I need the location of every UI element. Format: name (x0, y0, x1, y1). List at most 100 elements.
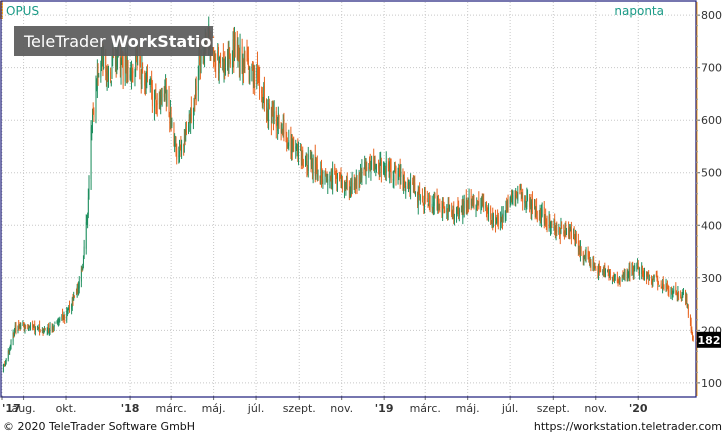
candle-body (53, 324, 55, 328)
candle-body (602, 270, 604, 272)
candle-body (574, 234, 576, 242)
candle-body (238, 48, 240, 50)
candle-body (309, 156, 311, 157)
candle-body (481, 194, 483, 204)
candle-body (571, 228, 572, 238)
candle-body (618, 279, 620, 282)
candle-body (165, 87, 167, 101)
candle-body (612, 277, 614, 279)
source-link[interactable]: https://workstation.teletrader.com (534, 420, 722, 433)
candle-body (585, 253, 587, 256)
candle-body (64, 316, 66, 320)
candle-body (587, 251, 589, 257)
candle-body (91, 125, 93, 130)
candle-body (560, 225, 562, 234)
candle-body (446, 208, 448, 213)
candle-body (412, 182, 414, 184)
last-value: 182 (698, 334, 721, 347)
candle-body (120, 58, 122, 72)
candle-body (653, 276, 654, 280)
candle-body (690, 320, 692, 330)
candle-body (82, 267, 84, 270)
candle-body (449, 207, 450, 210)
candle-body (83, 257, 84, 265)
candle-body (115, 55, 116, 64)
candle-body (507, 203, 509, 206)
candle-body (687, 305, 689, 307)
candle-body (194, 95, 196, 101)
candle-body (62, 318, 64, 321)
candle-body (644, 273, 645, 279)
candle-body (142, 69, 144, 74)
candle-body (408, 181, 410, 188)
candle-body (68, 305, 70, 309)
candle-body (609, 271, 611, 276)
candle-body (183, 137, 185, 145)
candle-body (335, 173, 336, 176)
candle-body (686, 296, 688, 306)
candle-body (320, 168, 322, 178)
candle-body (341, 179, 343, 190)
candle-body (228, 52, 230, 67)
candle-body (584, 253, 586, 258)
candle-body (490, 207, 492, 220)
candle-body (397, 171, 399, 184)
candle-body (78, 285, 79, 290)
candle-body (3, 364, 5, 366)
candle-body (545, 215, 547, 223)
candle-body (666, 285, 668, 286)
candle-body (171, 120, 173, 126)
candle-body (282, 132, 283, 134)
candle-body (346, 176, 348, 183)
candle-body (532, 198, 533, 209)
candle-body (641, 265, 643, 275)
candle-body (261, 90, 263, 94)
candle-body (673, 289, 675, 293)
candle-body (565, 224, 567, 238)
candle-body (534, 205, 536, 217)
candle-body (44, 327, 46, 331)
candle-body (535, 207, 537, 215)
candle-body (685, 291, 686, 302)
candle-body (253, 70, 255, 84)
candle-body (412, 182, 414, 187)
candle-body (151, 87, 153, 107)
x-tick-label: júl. (501, 402, 519, 415)
candle-body (436, 195, 438, 209)
candle-body (100, 62, 102, 78)
candle-body (365, 163, 367, 179)
candle-body (78, 281, 80, 289)
candle-body (12, 332, 14, 342)
candle-body (180, 146, 182, 148)
candle-body (592, 262, 594, 270)
candle-body (139, 59, 141, 66)
candle-body (124, 53, 126, 82)
candle-body (527, 197, 528, 200)
candle-body (222, 58, 224, 62)
candle-body (316, 163, 318, 167)
candle-body (604, 266, 606, 272)
candle-body (683, 291, 684, 294)
candle-body (66, 311, 68, 321)
candle-body (438, 198, 439, 211)
candle-body (680, 298, 682, 300)
candle-body (662, 281, 664, 286)
x-tick-label: máj. (202, 402, 226, 415)
candle-body (110, 71, 111, 82)
candle-body (456, 208, 457, 220)
candle-body (414, 182, 416, 191)
candle-body (417, 192, 418, 203)
candle-body (317, 172, 319, 178)
candle-body (229, 58, 231, 65)
candle-body (495, 216, 496, 227)
candle-body (302, 149, 304, 162)
candle-body (140, 59, 141, 67)
candle-body (605, 271, 606, 273)
candle-body (101, 59, 102, 68)
candle-body (394, 167, 395, 172)
candle-body (5, 362, 6, 367)
candle-body (311, 160, 313, 165)
candle-body (334, 166, 336, 175)
candle-body (283, 119, 285, 135)
